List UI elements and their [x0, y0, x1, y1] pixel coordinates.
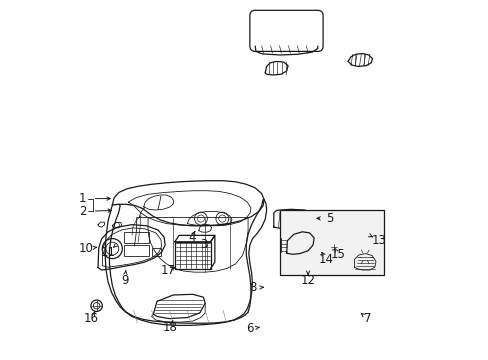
Text: 10: 10	[79, 242, 94, 255]
Bar	[279, 210, 383, 275]
Text: 9: 9	[121, 274, 128, 287]
Text: 11: 11	[101, 246, 115, 259]
Text: 17: 17	[160, 264, 175, 276]
Bar	[123, 232, 149, 243]
Bar	[123, 246, 149, 256]
Text: 13: 13	[370, 234, 386, 247]
Text: 6: 6	[245, 323, 253, 336]
Text: 3: 3	[199, 238, 207, 251]
Bar	[175, 242, 210, 269]
Text: 15: 15	[330, 248, 345, 261]
Text: 12: 12	[300, 274, 315, 287]
Text: 8: 8	[249, 282, 257, 294]
Text: 16: 16	[84, 312, 99, 325]
Text: 14: 14	[318, 253, 333, 266]
Text: 5: 5	[325, 212, 332, 225]
Bar	[151, 248, 160, 256]
Text: 4: 4	[187, 231, 195, 244]
Text: 7: 7	[363, 312, 371, 325]
Text: 2: 2	[79, 204, 86, 217]
FancyBboxPatch shape	[249, 10, 323, 51]
Text: 18: 18	[163, 321, 178, 334]
Text: 1: 1	[79, 192, 86, 205]
